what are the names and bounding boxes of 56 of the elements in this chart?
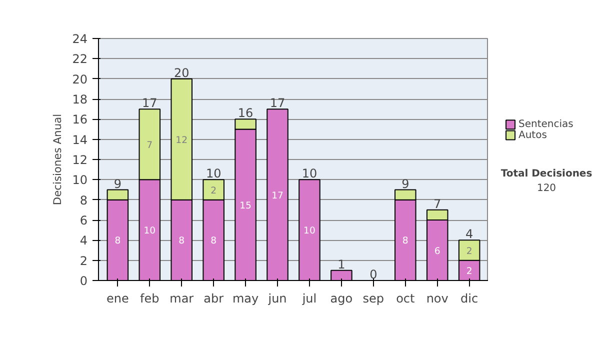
y-tick-label: 2: [80, 254, 88, 268]
x-tick-label: jul: [301, 292, 317, 306]
total-label: 17: [142, 96, 158, 110]
data-label: 2: [466, 266, 472, 277]
y-tick-label: 8: [80, 193, 88, 208]
total-label: 0: [370, 268, 378, 282]
data-label: 17: [272, 190, 284, 202]
y-axis-title: Decisiones Anual: [51, 114, 64, 206]
data-label: 8: [210, 236, 217, 247]
x-tick-label: oct: [396, 292, 415, 306]
x-tick-label: may: [232, 292, 259, 306]
total-label: 10: [302, 166, 318, 181]
total-label: 9: [114, 176, 122, 191]
legend-label: Autos: [518, 130, 547, 141]
y-tick-label: 16: [72, 112, 88, 127]
data-label: 15: [240, 200, 252, 212]
data-label: 2: [466, 246, 472, 257]
total-label: 9: [402, 176, 410, 191]
y-tick-label: 14: [72, 132, 88, 147]
x-tick-label: sep: [362, 292, 384, 306]
data-label: 6: [434, 246, 440, 257]
y-tick-label: 18: [72, 92, 88, 106]
data-label: 10: [144, 226, 156, 237]
y-tick-label: 6: [80, 214, 88, 228]
y-tick-label: 0: [80, 274, 88, 288]
data-label: 10: [304, 226, 316, 237]
total-label: 10: [206, 166, 222, 181]
total-label: 7: [434, 196, 442, 211]
y-tick-label: 12: [72, 153, 88, 167]
y-tick-label: 20: [72, 72, 88, 86]
data-label: 8: [178, 236, 185, 247]
text: 120: [536, 182, 556, 194]
y-tick-label: 4: [80, 234, 88, 248]
x-tick-label: dic: [460, 292, 478, 306]
y-tick-label: 24: [72, 32, 88, 46]
total-label: 1: [338, 257, 346, 272]
x-tick-label: feb: [140, 292, 160, 306]
data-label: 8: [114, 236, 121, 247]
legend-label: Sentencias: [518, 119, 574, 130]
y-tick-label: 10: [72, 173, 88, 188]
x-tick-label: nov: [426, 292, 448, 306]
x-tick-label: mar: [170, 292, 194, 306]
data-label: 7: [146, 140, 153, 151]
y-tick-label: 22: [72, 52, 88, 66]
x-tick-label: ene: [106, 292, 129, 306]
total-label: 17: [270, 96, 286, 110]
total-label: 4: [466, 227, 474, 242]
x-tick-label: ago: [330, 292, 353, 306]
data-label: 2: [210, 185, 217, 196]
x-tick-label: abr: [204, 292, 224, 306]
data-label: 12: [176, 134, 188, 146]
total-label: 20: [174, 66, 190, 80]
data-label: 8: [402, 236, 408, 247]
x-tick-label: jun: [267, 292, 287, 306]
total-label: 16: [238, 106, 254, 120]
text: Total Decisiones: [500, 168, 592, 180]
